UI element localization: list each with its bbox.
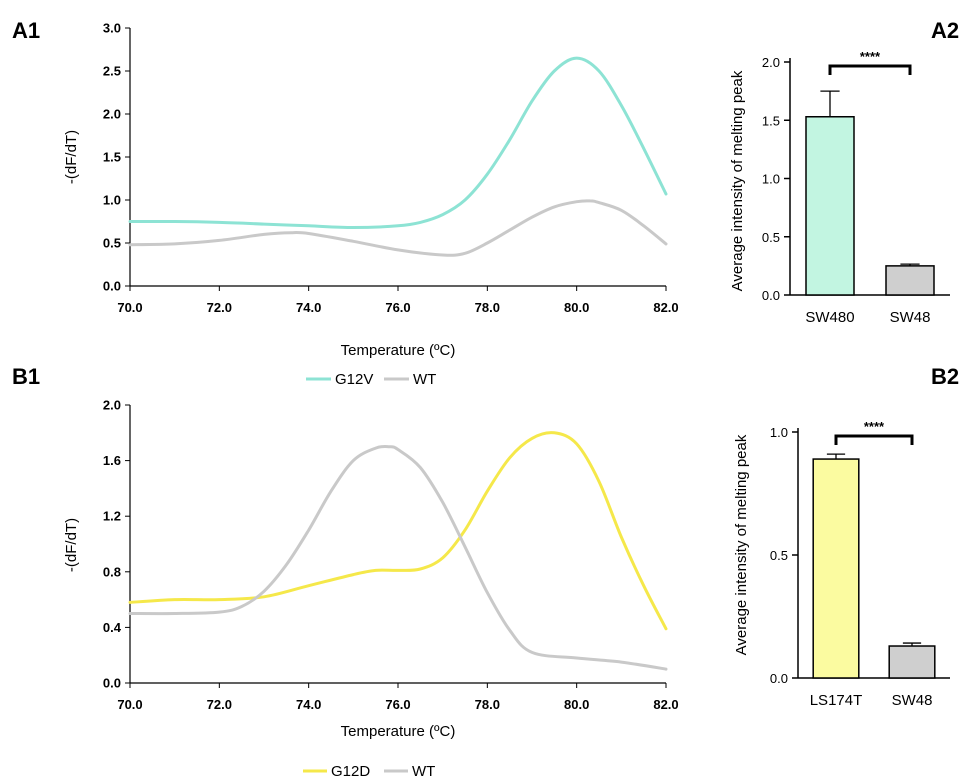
panel-b2: B2 0.0 0.5 1.0 LS174T SW48 **** Average inten… (733, 364, 959, 709)
x-axis-title-a1: Temperature (ºC) (341, 342, 456, 359)
x-tick-label: 70.0 (117, 300, 142, 315)
y-tick-label: 3.0 (103, 21, 121, 36)
x-tick-label: 78.0 (475, 697, 500, 712)
plot-area-a2: 0.0 0.5 1.0 1.5 2.0 SW480 SW48 **** (762, 49, 950, 326)
bar-sw480 (805, 116, 855, 296)
x-tick-label: 72.0 (207, 697, 232, 712)
legend-b1: G12D WT (303, 763, 435, 780)
significance-stars: **** (864, 419, 885, 434)
x-tick-label: 72.0 (207, 300, 232, 315)
y-tick-label: 0.8 (103, 564, 121, 579)
y-tick-label: 1.6 (103, 453, 121, 468)
panel-label-a2: A2 (931, 18, 959, 43)
category-label-sw48: SW48 (892, 692, 933, 709)
y-tick-label: 0.4 (103, 620, 122, 635)
legend-label-g12d: G12D (331, 763, 370, 780)
legend-label-g12v: G12V (335, 371, 373, 388)
series-line-wt (128, 199, 668, 257)
panel-label-b1: B1 (12, 364, 40, 389)
bar-ls174t (812, 458, 860, 679)
y-tick-label: 2.0 (103, 398, 121, 413)
x-tick-label: 80.0 (564, 697, 589, 712)
x-tick-label: 74.0 (296, 697, 321, 712)
series-line-wt (128, 444, 668, 671)
legend-label-wt-b1: WT (412, 763, 435, 780)
x-tick-label: 76.0 (385, 300, 410, 315)
y-tick-label: 2.0 (103, 107, 121, 122)
panel-a2: A2 0.0 0.5 1.0 1.5 2.0 SW480 SW48 **** Average … (729, 18, 959, 326)
y-tick-label: 2.0 (762, 55, 780, 70)
y-tick-label: 2.5 (103, 64, 121, 79)
y-axis-title-a2: Average intensity of melting peak (729, 70, 746, 291)
x-tick-label: 82.0 (653, 697, 678, 712)
y-tick-label: 0.0 (103, 676, 121, 691)
y-tick-label: 1.5 (103, 150, 121, 165)
category-label-sw480: SW480 (805, 309, 854, 326)
significance-bracket (834, 434, 914, 445)
x-tick-label: 78.0 (475, 300, 500, 315)
y-axis-title-b1: -(dF/dT) (63, 518, 80, 572)
significance-stars: **** (860, 49, 881, 64)
y-tick-label: 0.0 (770, 671, 788, 686)
panel-a1: A1 0.0 0.5 1.0 1.5 2.0 2.5 3.0 70.0 72.0 74.0 76.0… (12, 18, 679, 388)
series-line-g12v (128, 56, 668, 230)
series-line-g12d (128, 431, 668, 631)
plot-area-b1: 0.0 0.4 0.8 1.2 1.6 2.0 70.0 72.0 74.0 76.0 78.0 80… (103, 398, 679, 713)
x-axis-title-b1: Temperature (ºC) (341, 723, 456, 740)
y-tick-label: 1.2 (103, 509, 121, 524)
y-tick-label: 1.0 (762, 172, 780, 187)
category-label-sw48: SW48 (890, 309, 931, 326)
y-axis-title-a1: -(dF/dT) (63, 130, 80, 184)
y-tick-label: 0.5 (770, 548, 788, 563)
y-tick-label: 0.0 (762, 288, 780, 303)
x-tick-label: 82.0 (653, 300, 678, 315)
y-tick-label: 0.5 (103, 236, 121, 251)
x-tick-label: 70.0 (117, 697, 142, 712)
x-tick-label: 80.0 (564, 300, 589, 315)
y-axis-title-b2: Average intensity of melting peak (733, 434, 750, 655)
y-tick-label: 1.0 (770, 425, 788, 440)
significance-bracket (828, 64, 912, 75)
y-tick-label: 1.0 (103, 193, 121, 208)
x-tick-label: 74.0 (296, 300, 321, 315)
plot-area-a1: 0.0 0.5 1.0 1.5 2.0 2.5 3.0 70.0 72.0 74.0 76.0 78.… (103, 21, 679, 316)
plot-area-b2: 0.0 0.5 1.0 LS174T SW48 **** (770, 419, 950, 709)
y-tick-label: 1.5 (762, 113, 780, 128)
legend-a1: G12V WT (306, 371, 436, 388)
y-tick-label: 0.5 (762, 230, 780, 245)
panel-label-a1: A1 (12, 18, 40, 43)
category-label-ls174t: LS174T (810, 692, 863, 709)
bar-sw48 (888, 645, 936, 679)
panel-b1: B1 0.0 0.4 0.8 1.2 1.6 2.0 70.0 72.0 74.0 76.0 78.… (12, 364, 679, 780)
legend-label-wt-a1: WT (413, 371, 436, 388)
panel-label-b2: B2 (931, 364, 959, 389)
bar-sw48 (885, 265, 935, 296)
y-tick-label: 0.0 (103, 279, 121, 294)
x-tick-label: 76.0 (385, 697, 410, 712)
